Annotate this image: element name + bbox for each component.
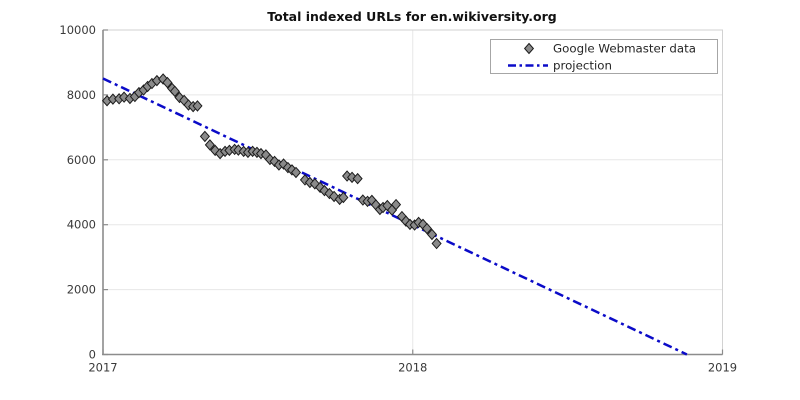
scatter-point xyxy=(426,228,438,241)
scatter-point xyxy=(421,222,433,235)
scatter-point xyxy=(431,237,442,250)
y-tick-label: 0 xyxy=(89,348,96,362)
scatter-point xyxy=(329,190,340,203)
scatter-point xyxy=(338,191,349,204)
projection-line xyxy=(102,77,688,356)
axis-ticks xyxy=(102,29,724,356)
y-axis-tick-labels: 0 2000 4000 6000 8000 10000 xyxy=(59,23,96,362)
scatter-point xyxy=(346,171,358,184)
x-tick-label: 2018 xyxy=(398,361,427,375)
x-axis-tick-labels: 2017 2018 2019 xyxy=(88,361,737,375)
legend-label-webmaster-data: Google Webmaster data xyxy=(553,42,696,56)
y-tick-label: 2000 xyxy=(67,283,96,297)
scatter-point xyxy=(118,91,130,103)
y-tick-label: 6000 xyxy=(67,153,96,167)
x-tick-label: 2017 xyxy=(88,361,117,375)
scatter-point xyxy=(299,174,311,186)
scatter-point xyxy=(162,76,173,89)
chart-title: Total indexed URLs for en.wikiversity.or… xyxy=(267,9,557,24)
legend-diamond-marker-icon xyxy=(523,42,535,55)
legend: Google Webmaster data projection xyxy=(490,39,718,74)
scatter-point xyxy=(269,155,280,168)
scatter-point xyxy=(204,139,215,151)
scatter-point xyxy=(290,166,302,179)
y-tick-label: 8000 xyxy=(67,88,96,102)
y-tick-label: 10000 xyxy=(59,23,96,37)
scatter-point xyxy=(352,172,363,185)
legend-label-projection: projection xyxy=(553,59,612,73)
scatter-point xyxy=(192,100,203,112)
scatter-point xyxy=(315,181,326,194)
gridlines xyxy=(103,30,723,355)
scatter-point xyxy=(199,130,210,143)
scatter-point xyxy=(158,73,169,85)
x-tick-label: 2019 xyxy=(708,361,737,375)
scatter-series xyxy=(101,73,442,250)
y-tick-label: 4000 xyxy=(67,218,96,232)
scatter-point xyxy=(319,184,330,197)
scatter-point xyxy=(169,85,180,98)
scatter-point xyxy=(390,198,402,211)
